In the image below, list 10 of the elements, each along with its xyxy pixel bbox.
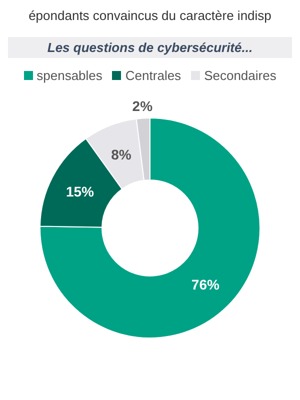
donut-slice bbox=[40, 118, 260, 338]
legend-label: spensables bbox=[36, 68, 102, 83]
data-label: 15% bbox=[66, 183, 95, 200]
legend-label: Secondaires bbox=[204, 68, 276, 83]
data-label: 8% bbox=[111, 146, 132, 162]
legend-label: Centrales bbox=[125, 68, 182, 83]
chart-subtitle: Les questions de cybersécurité... bbox=[8, 37, 292, 58]
data-label: 76% bbox=[191, 276, 220, 292]
chart-title: épondants convaincus du caractère indisp bbox=[28, 8, 272, 23]
data-label: 2% bbox=[132, 98, 154, 114]
